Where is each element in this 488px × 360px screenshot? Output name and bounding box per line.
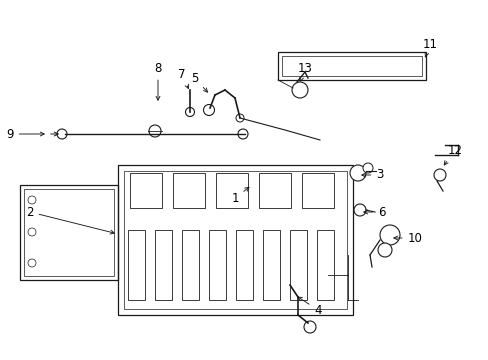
Bar	[263, 230, 280, 300]
Bar	[282, 56, 421, 76]
Bar	[182, 230, 199, 300]
Circle shape	[379, 225, 399, 245]
Circle shape	[353, 204, 365, 216]
Circle shape	[291, 82, 307, 98]
Text: 13: 13	[297, 62, 312, 81]
Text: 12: 12	[443, 144, 462, 165]
Bar	[173, 173, 204, 208]
Bar	[208, 230, 225, 300]
Text: 1: 1	[231, 187, 248, 204]
Circle shape	[349, 165, 365, 181]
Circle shape	[362, 163, 372, 173]
Circle shape	[57, 129, 67, 139]
Circle shape	[377, 243, 391, 257]
Bar	[118, 165, 352, 315]
Text: 10: 10	[393, 231, 422, 244]
Bar	[302, 173, 333, 208]
Bar	[216, 173, 247, 208]
Text: 3: 3	[361, 168, 383, 181]
Circle shape	[236, 114, 244, 122]
Bar	[278, 52, 425, 80]
Bar	[24, 189, 114, 276]
Text: 6: 6	[363, 206, 385, 219]
Bar	[20, 185, 118, 280]
Circle shape	[149, 125, 161, 137]
Circle shape	[203, 104, 214, 116]
Circle shape	[304, 321, 315, 333]
Bar	[259, 173, 290, 208]
Text: 9: 9	[6, 127, 44, 140]
Bar	[236, 230, 252, 300]
Circle shape	[185, 108, 194, 117]
Text: 5: 5	[191, 72, 207, 92]
Text: 4: 4	[298, 297, 321, 316]
Text: 8: 8	[154, 62, 162, 100]
Text: 2: 2	[26, 206, 114, 234]
Bar	[128, 230, 145, 300]
Circle shape	[238, 129, 247, 139]
Text: 7: 7	[178, 68, 188, 89]
Bar	[155, 230, 172, 300]
Bar	[130, 173, 162, 208]
Bar	[289, 230, 306, 300]
Bar	[124, 171, 346, 309]
Circle shape	[433, 169, 445, 181]
Text: 11: 11	[422, 39, 437, 57]
Bar	[316, 230, 333, 300]
